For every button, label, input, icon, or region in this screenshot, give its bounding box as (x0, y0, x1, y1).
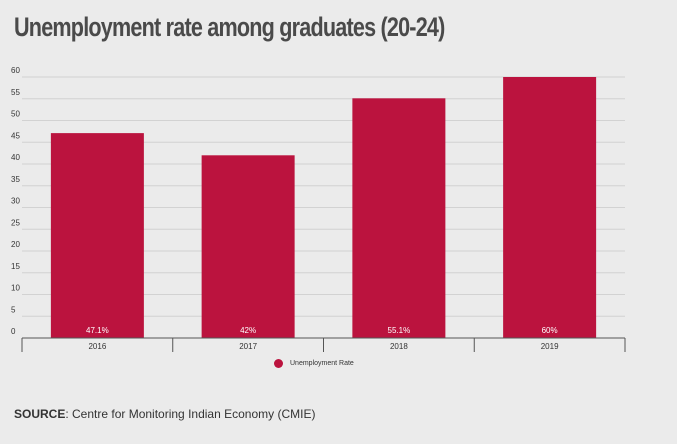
data-label: 55.1% (388, 326, 411, 335)
y-tick-label: 15 (11, 262, 20, 271)
y-tick-label: 30 (11, 197, 20, 206)
source-note: SOURCE: Centre for Monitoring Indian Eco… (14, 407, 315, 421)
source-prefix: SOURCE (14, 407, 66, 421)
data-labels: 47.1% 42% 55.1% 60% (86, 326, 558, 335)
y-tick-label: 0 (11, 327, 16, 336)
bars (50, 77, 597, 338)
y-tick-label: 35 (11, 175, 20, 184)
y-tick-label: 45 (11, 131, 20, 140)
y-tick-label: 10 (11, 284, 20, 293)
bar[interactable] (201, 155, 295, 338)
x-tick-label: 2019 (541, 342, 559, 351)
data-label: 60% (542, 326, 558, 335)
y-tick-label: 55 (11, 88, 20, 97)
x-tick-label: 2016 (88, 342, 106, 351)
legend-label: Unemployment Rate (290, 360, 354, 367)
y-tick-label: 5 (11, 305, 16, 314)
bar[interactable] (50, 133, 144, 338)
y-tick-label: 20 (11, 240, 20, 249)
y-tick-label: 60 (11, 66, 20, 75)
y-tick-label: 25 (11, 218, 20, 227)
chart-title: Unemployment rate among graduates (20-24… (14, 12, 445, 42)
legend-dot-icon (274, 359, 283, 368)
bar[interactable] (352, 98, 446, 338)
x-tick-label: 2018 (390, 342, 408, 351)
y-tick-label: 50 (11, 110, 20, 119)
x-tick-label: 2017 (239, 342, 257, 351)
y-tick-label: 40 (11, 153, 20, 162)
legend[interactable]: Unemployment Rate (274, 359, 354, 368)
x-axis: 2016 2017 2018 2019 (21, 337, 626, 352)
bar[interactable] (503, 77, 597, 338)
y-axis-ticks: 0 5 10 15 20 25 30 35 40 45 50 55 60 (11, 66, 20, 336)
data-label: 47.1% (86, 326, 109, 335)
data-label: 42% (240, 326, 256, 335)
source-text: : Centre for Monitoring Indian Economy (… (65, 407, 316, 421)
